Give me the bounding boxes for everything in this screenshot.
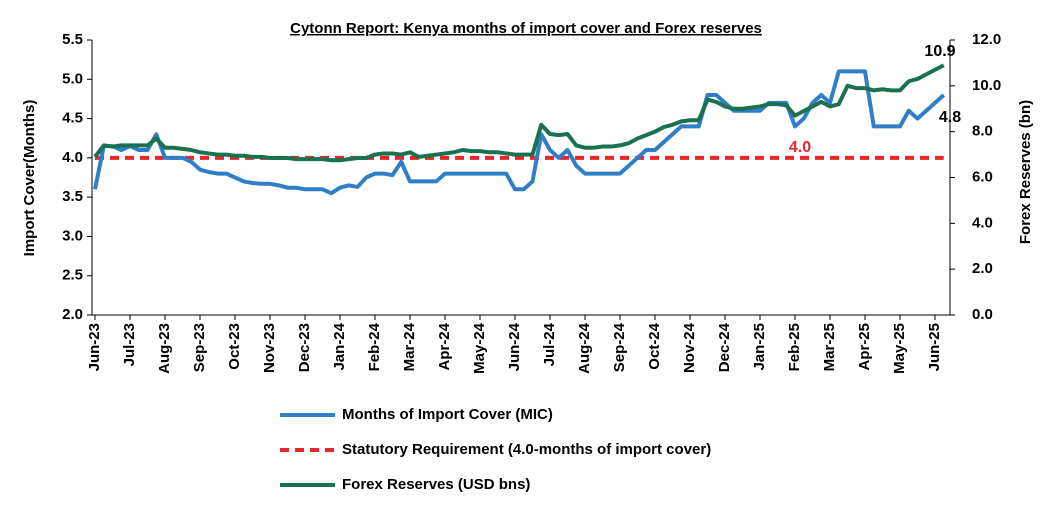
x-tick-label: Feb-24 — [366, 322, 383, 371]
x-tick-label: Dec-23 — [296, 323, 313, 372]
y2-tick-label: 0.0 — [972, 306, 993, 323]
x-tick-label: Mar-25 — [821, 323, 838, 371]
x-tick-label: Dec-24 — [716, 322, 733, 372]
y2-tick-label: 6.0 — [972, 168, 993, 185]
y-tick-label: 4.5 — [62, 110, 83, 127]
y2-tick-label: 8.0 — [972, 123, 993, 140]
y-tick-label: 2.0 — [62, 306, 83, 323]
y2-tick-label: 4.0 — [972, 214, 993, 231]
legend-label: Statutory Requirement (4.0-months of imp… — [342, 441, 711, 458]
x-tick-label: Jun-24 — [506, 322, 523, 371]
y-tick-label: 5.0 — [62, 70, 83, 87]
x-tick-label: May-25 — [891, 323, 908, 374]
x-tick-label: Mar-24 — [401, 322, 418, 371]
x-tick-label: Oct-24 — [646, 322, 663, 369]
annotation: 10.9 — [924, 43, 955, 60]
x-tick-label: Nov-23 — [261, 323, 278, 373]
y-tick-label: 3.5 — [62, 188, 83, 205]
x-tick-label: Sep-24 — [611, 322, 628, 372]
x-tick-label: Jul-23 — [121, 323, 138, 366]
series-line — [93, 69, 946, 196]
x-tick-label: Jun-23 — [86, 323, 103, 371]
annotation: 4.8 — [939, 109, 961, 126]
x-tick-label: Aug-24 — [576, 322, 593, 373]
x-tick-label: Jun-25 — [926, 323, 943, 371]
y2-tick-label: 12.0 — [972, 31, 1001, 48]
x-tick-label: Apr-24 — [436, 322, 453, 370]
x-tick-label: Jul-24 — [541, 322, 558, 366]
x-tick-label: Aug-23 — [156, 323, 173, 374]
x-tick-label: May-24 — [471, 322, 488, 374]
chart-title: Cytonn Report: Kenya months of import co… — [290, 20, 762, 37]
y-tick-label: 4.0 — [62, 149, 83, 166]
y2-axis-label: Forex Reserves (bn) — [1017, 100, 1034, 244]
x-tick-label: Nov-24 — [681, 322, 698, 373]
y-tick-label: 2.5 — [62, 267, 83, 284]
y-tick-label: 5.5 — [62, 31, 83, 48]
x-tick-label: Oct-23 — [226, 323, 243, 370]
x-tick-label: Jan-24 — [331, 322, 348, 370]
series-line — [93, 63, 945, 163]
annotation: 4.0 — [789, 139, 811, 156]
legend-label: Forex Reserves (USD bns) — [342, 476, 530, 493]
x-tick-label: Jan-25 — [751, 323, 768, 371]
y-tick-label: 3.0 — [62, 227, 83, 244]
x-tick-label: Feb-25 — [786, 323, 803, 371]
y2-tick-label: 10.0 — [972, 77, 1001, 94]
x-tick-label: Apr-25 — [856, 323, 873, 371]
y2-tick-label: 2.0 — [972, 260, 993, 277]
x-tick-label: Sep-23 — [191, 323, 208, 372]
legend-label: Months of Import Cover (MIC) — [342, 406, 553, 423]
y-axis-label: Import Cover(Months) — [21, 100, 38, 257]
